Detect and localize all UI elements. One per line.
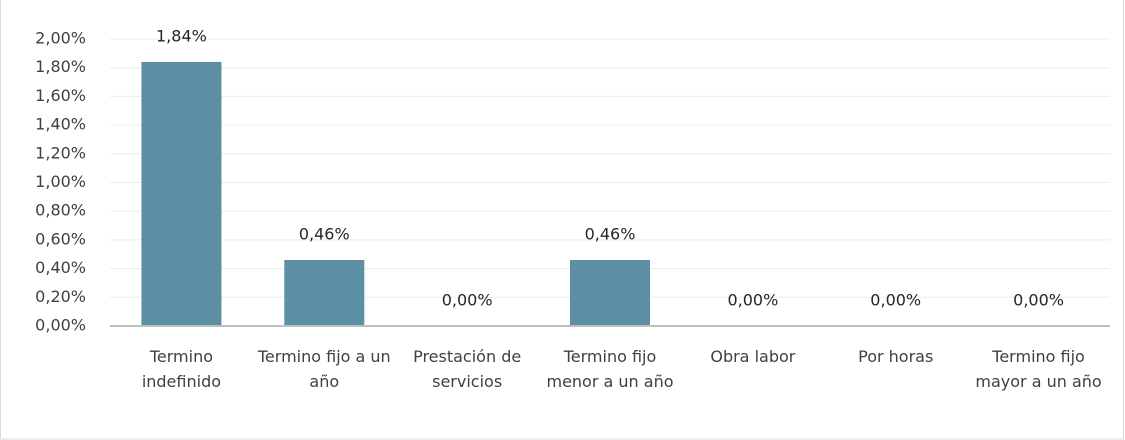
bar <box>570 259 650 326</box>
y-tick-label: 0,80% <box>35 201 86 220</box>
x-tick-label: Obra labor <box>710 347 795 366</box>
y-tick-label: 1,40% <box>35 115 86 134</box>
value-label: 0,46% <box>585 224 636 243</box>
y-tick-label: 1,60% <box>35 86 86 105</box>
y-tick-label: 1,80% <box>35 57 86 76</box>
y-tick-label: 0,40% <box>35 258 86 277</box>
value-label: 0,00% <box>727 291 778 310</box>
x-tick-label: Termino indefinido <box>142 347 221 391</box>
bar <box>141 61 222 327</box>
value-label: 1,84% <box>156 26 207 45</box>
y-tick-label: 0,00% <box>35 316 86 335</box>
x-tick-label: Termino fijo menor a un año <box>546 347 673 391</box>
y-tick-label: 1,20% <box>35 143 86 162</box>
value-label: 0,00% <box>1013 291 1064 310</box>
y-tick-label: 2,00% <box>35 29 86 48</box>
x-tick-label: Termino fijo mayor a un año <box>975 347 1101 391</box>
value-label: 0,46% <box>299 224 350 243</box>
y-tick-label: 0,20% <box>35 287 86 306</box>
x-tick-label: Termino fijo a un año <box>257 347 391 391</box>
bar <box>284 259 365 326</box>
y-tick-label: 0,60% <box>35 229 86 248</box>
value-label: 0,00% <box>442 291 493 310</box>
value-label: 0,00% <box>870 291 921 310</box>
x-tick-label: Prestación de servicios <box>413 347 521 391</box>
x-tick-label: Por horas <box>858 347 933 366</box>
y-tick-label: 1,00% <box>35 172 86 191</box>
